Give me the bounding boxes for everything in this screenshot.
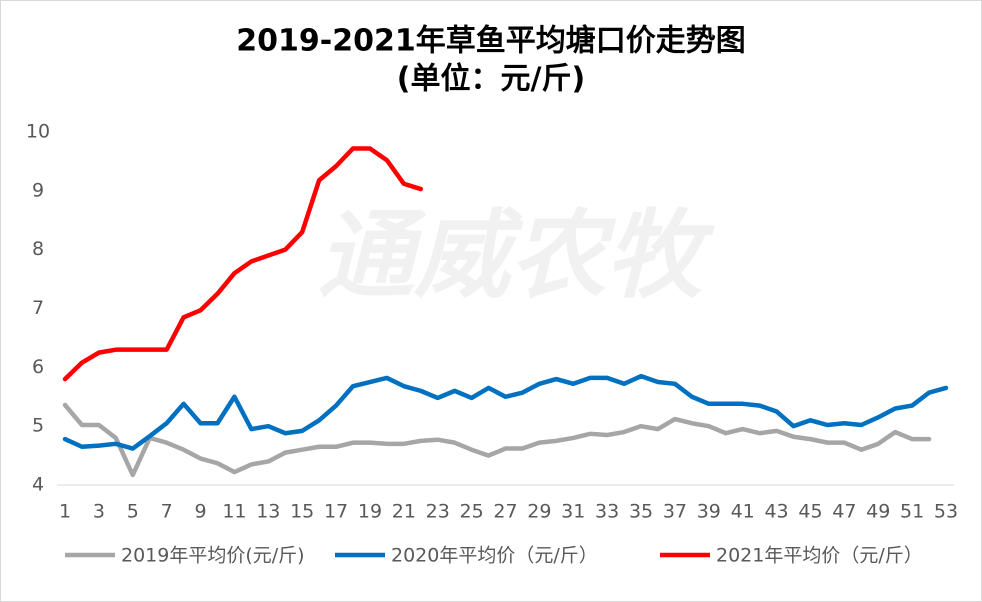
y-tick-label: 6 xyxy=(32,356,44,378)
y-tick-label: 4 xyxy=(32,474,44,496)
x-tick-label: 35 xyxy=(629,501,653,523)
x-tick-label: 7 xyxy=(161,501,173,523)
x-tick-label: 43 xyxy=(764,501,788,523)
chart-subtitle: (单位：元/斤) xyxy=(397,62,585,97)
y-tick-label: 8 xyxy=(32,238,44,260)
x-tick-label: 53 xyxy=(934,501,958,523)
y-tick-label: 9 xyxy=(32,179,44,201)
x-tick-label: 31 xyxy=(561,501,585,523)
series-line xyxy=(62,146,424,382)
x-tick-label: 27 xyxy=(493,501,517,523)
x-tick-label: 5 xyxy=(127,501,139,523)
x-tick-label: 39 xyxy=(697,501,721,523)
y-tick-label: 7 xyxy=(32,297,44,319)
x-tick-label: 21 xyxy=(392,501,416,523)
legend-label: 2021年平均价（元/斤） xyxy=(716,545,923,567)
x-tick-label: 45 xyxy=(798,501,822,523)
x-tick-label: 23 xyxy=(426,501,450,523)
x-tick-label: 51 xyxy=(900,501,924,523)
chart-title: 2019-2021年草鱼平均塘口价走势图 xyxy=(236,24,745,59)
x-tick-label: 37 xyxy=(663,501,687,523)
x-tick-label: 17 xyxy=(324,501,348,523)
x-tick-label: 11 xyxy=(222,501,246,523)
series-line xyxy=(62,373,949,451)
watermark: 通威农牧 xyxy=(318,199,716,311)
y-tick-label: 5 xyxy=(32,415,44,437)
legend-label: 2020年平均价（元/斤） xyxy=(391,545,598,567)
y-tick-label: 10 xyxy=(26,121,50,143)
x-tick-label: 33 xyxy=(595,501,619,523)
x-tick-label: 15 xyxy=(290,501,314,523)
series-line xyxy=(62,402,932,478)
x-tick-label: 41 xyxy=(731,501,755,523)
x-tick-label: 47 xyxy=(832,501,856,523)
x-tick-label: 9 xyxy=(194,501,206,523)
x-tick-label: 13 xyxy=(256,501,280,523)
x-tick-label: 1 xyxy=(59,501,71,523)
x-tick-label: 3 xyxy=(93,501,105,523)
x-tick-label: 19 xyxy=(358,501,382,523)
x-tick-label: 25 xyxy=(460,501,484,523)
legend-label: 2019年平均价(元/斤) xyxy=(121,545,305,567)
x-tick-label: 49 xyxy=(866,501,890,523)
x-tick-label: 29 xyxy=(527,501,551,523)
